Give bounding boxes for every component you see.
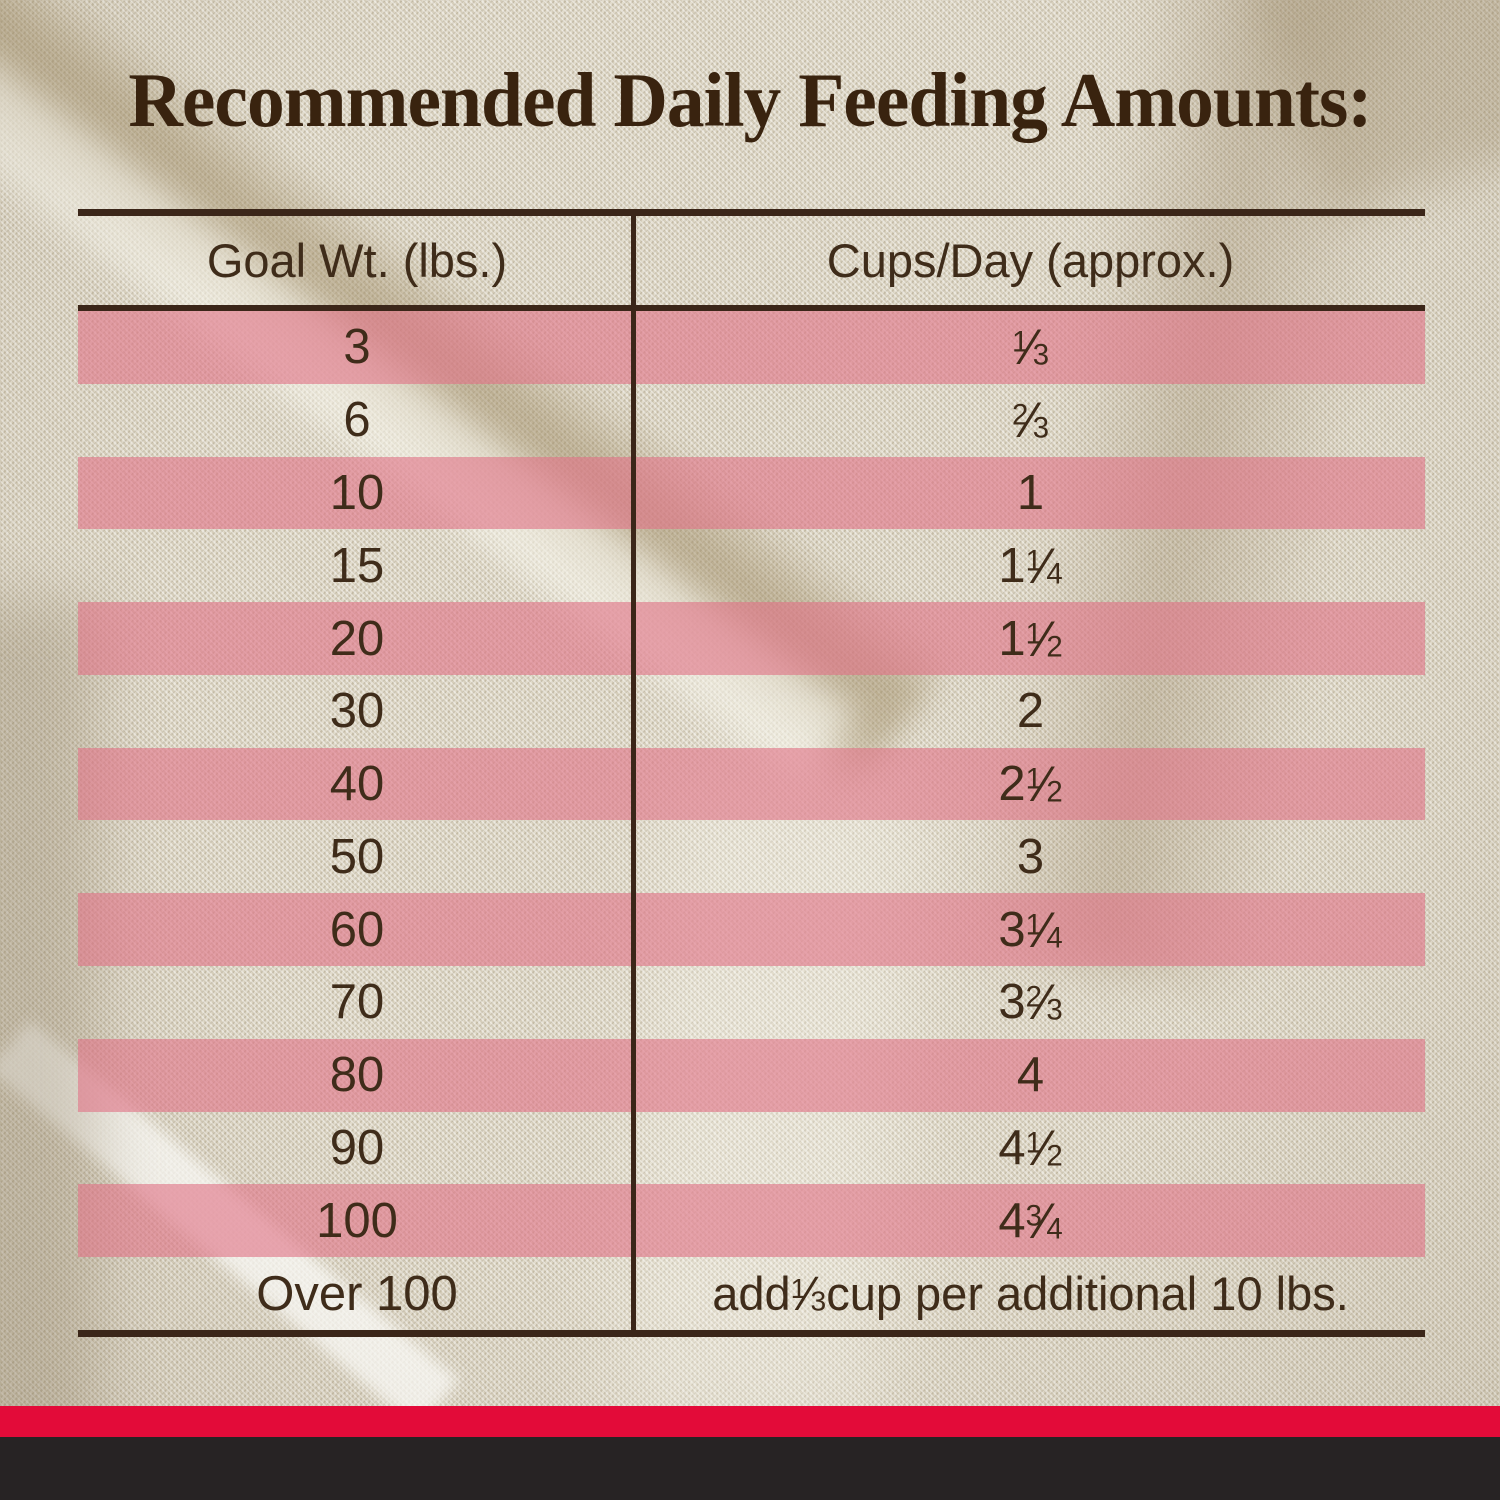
goal-weight-cell: 80	[329, 1048, 385, 1103]
goal-weight-cell: 20	[329, 611, 385, 666]
goal-weight-cell: 10	[329, 465, 385, 520]
goal-weight-cell: 3	[343, 320, 371, 375]
goal-weight-cell: 40	[329, 757, 385, 812]
table-header-separator	[78, 305, 1425, 311]
column-header-goal-weight: Goal Wt. (lbs.)	[206, 234, 508, 287]
column-header-cups-per-day: Cups/Day (approx.)	[826, 234, 1235, 287]
table-top-border	[78, 209, 1425, 216]
table-row: 70 3 2⁄3	[78, 966, 1425, 1039]
table-row: 30 2	[78, 675, 1425, 748]
cups-per-day-cell: 1⁄3	[1011, 319, 1050, 376]
feeding-table: Goal Wt. (lbs.) Cups/Day (approx.) 3 1⁄3 6…	[78, 209, 1425, 1337]
cups-per-day-cell: 1 1⁄2	[998, 610, 1063, 667]
table-row: 15 1 1⁄4	[78, 529, 1425, 602]
table-body: 3 1⁄3 6 2⁄3 10 1 15 1 1⁄4 20 1 1⁄2 30 2 40 2 1⁄2 50 3 60…	[78, 311, 1425, 1330]
goal-weight-cell: 60	[329, 902, 385, 957]
goal-weight-cell: 30	[329, 684, 385, 739]
cups-per-day-cell: 2⁄3	[1011, 392, 1050, 449]
table-row: 10 1	[78, 456, 1425, 530]
table-row: 20 1 1⁄2	[78, 602, 1425, 675]
cups-per-day-cell: 2	[1016, 684, 1045, 739]
table-row: 6 2⁄3	[78, 384, 1425, 457]
table-row: 80 4	[78, 1038, 1425, 1112]
cups-per-day-cell: add 1⁄3 cup per additional 10 lbs.	[712, 1267, 1349, 1321]
cups-per-day-cell: 3	[1016, 829, 1045, 884]
table-row: 3 1⁄3	[78, 311, 1425, 384]
cups-per-day-cell: 1	[1016, 465, 1045, 520]
cups-per-day-cell: 4 1⁄2	[998, 1119, 1063, 1176]
table-header-row: Goal Wt. (lbs.) Cups/Day (approx.)	[78, 216, 1425, 305]
goal-weight-cell: 100	[316, 1193, 398, 1248]
red-stripe-band	[0, 1406, 1500, 1437]
table-row: Over 100 add 1⁄3 cup per additional 10 lb…	[78, 1257, 1425, 1330]
cups-per-day-cell: 4	[1016, 1048, 1045, 1103]
cups-per-day-cell: 3 1⁄4	[998, 901, 1063, 958]
dark-footer-band	[0, 1437, 1500, 1500]
table-row: 60 3 1⁄4	[78, 893, 1425, 967]
cups-per-day-cell: 3 2⁄3	[998, 974, 1063, 1031]
page-title: Recommended Daily Feeding Amounts:	[128, 57, 1372, 143]
cups-per-day-cell: 1 1⁄4	[998, 537, 1063, 594]
column-divider	[631, 209, 636, 1337]
goal-weight-cell: 50	[329, 829, 385, 884]
table-bottom-border	[78, 1330, 1425, 1337]
table-row: 50 3	[78, 820, 1425, 893]
goal-weight-cell: 6	[343, 393, 371, 448]
goal-weight-cell: Over 100	[256, 1266, 458, 1321]
table-row: 100 4 3⁄4	[78, 1184, 1425, 1258]
table-row: 40 2 1⁄2	[78, 747, 1425, 821]
goal-weight-cell: 15	[329, 538, 385, 593]
cups-per-day-cell: 2 1⁄2	[998, 756, 1063, 813]
cups-per-day-cell: 4 3⁄4	[998, 1192, 1063, 1249]
goal-weight-cell: 90	[329, 1120, 385, 1175]
table-row: 90 4 1⁄2	[78, 1112, 1425, 1185]
goal-weight-cell: 70	[329, 975, 385, 1030]
